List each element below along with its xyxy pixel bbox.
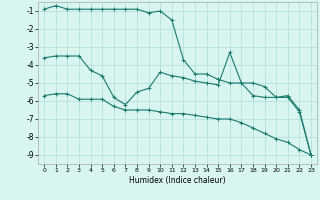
X-axis label: Humidex (Indice chaleur): Humidex (Indice chaleur) — [129, 176, 226, 185]
